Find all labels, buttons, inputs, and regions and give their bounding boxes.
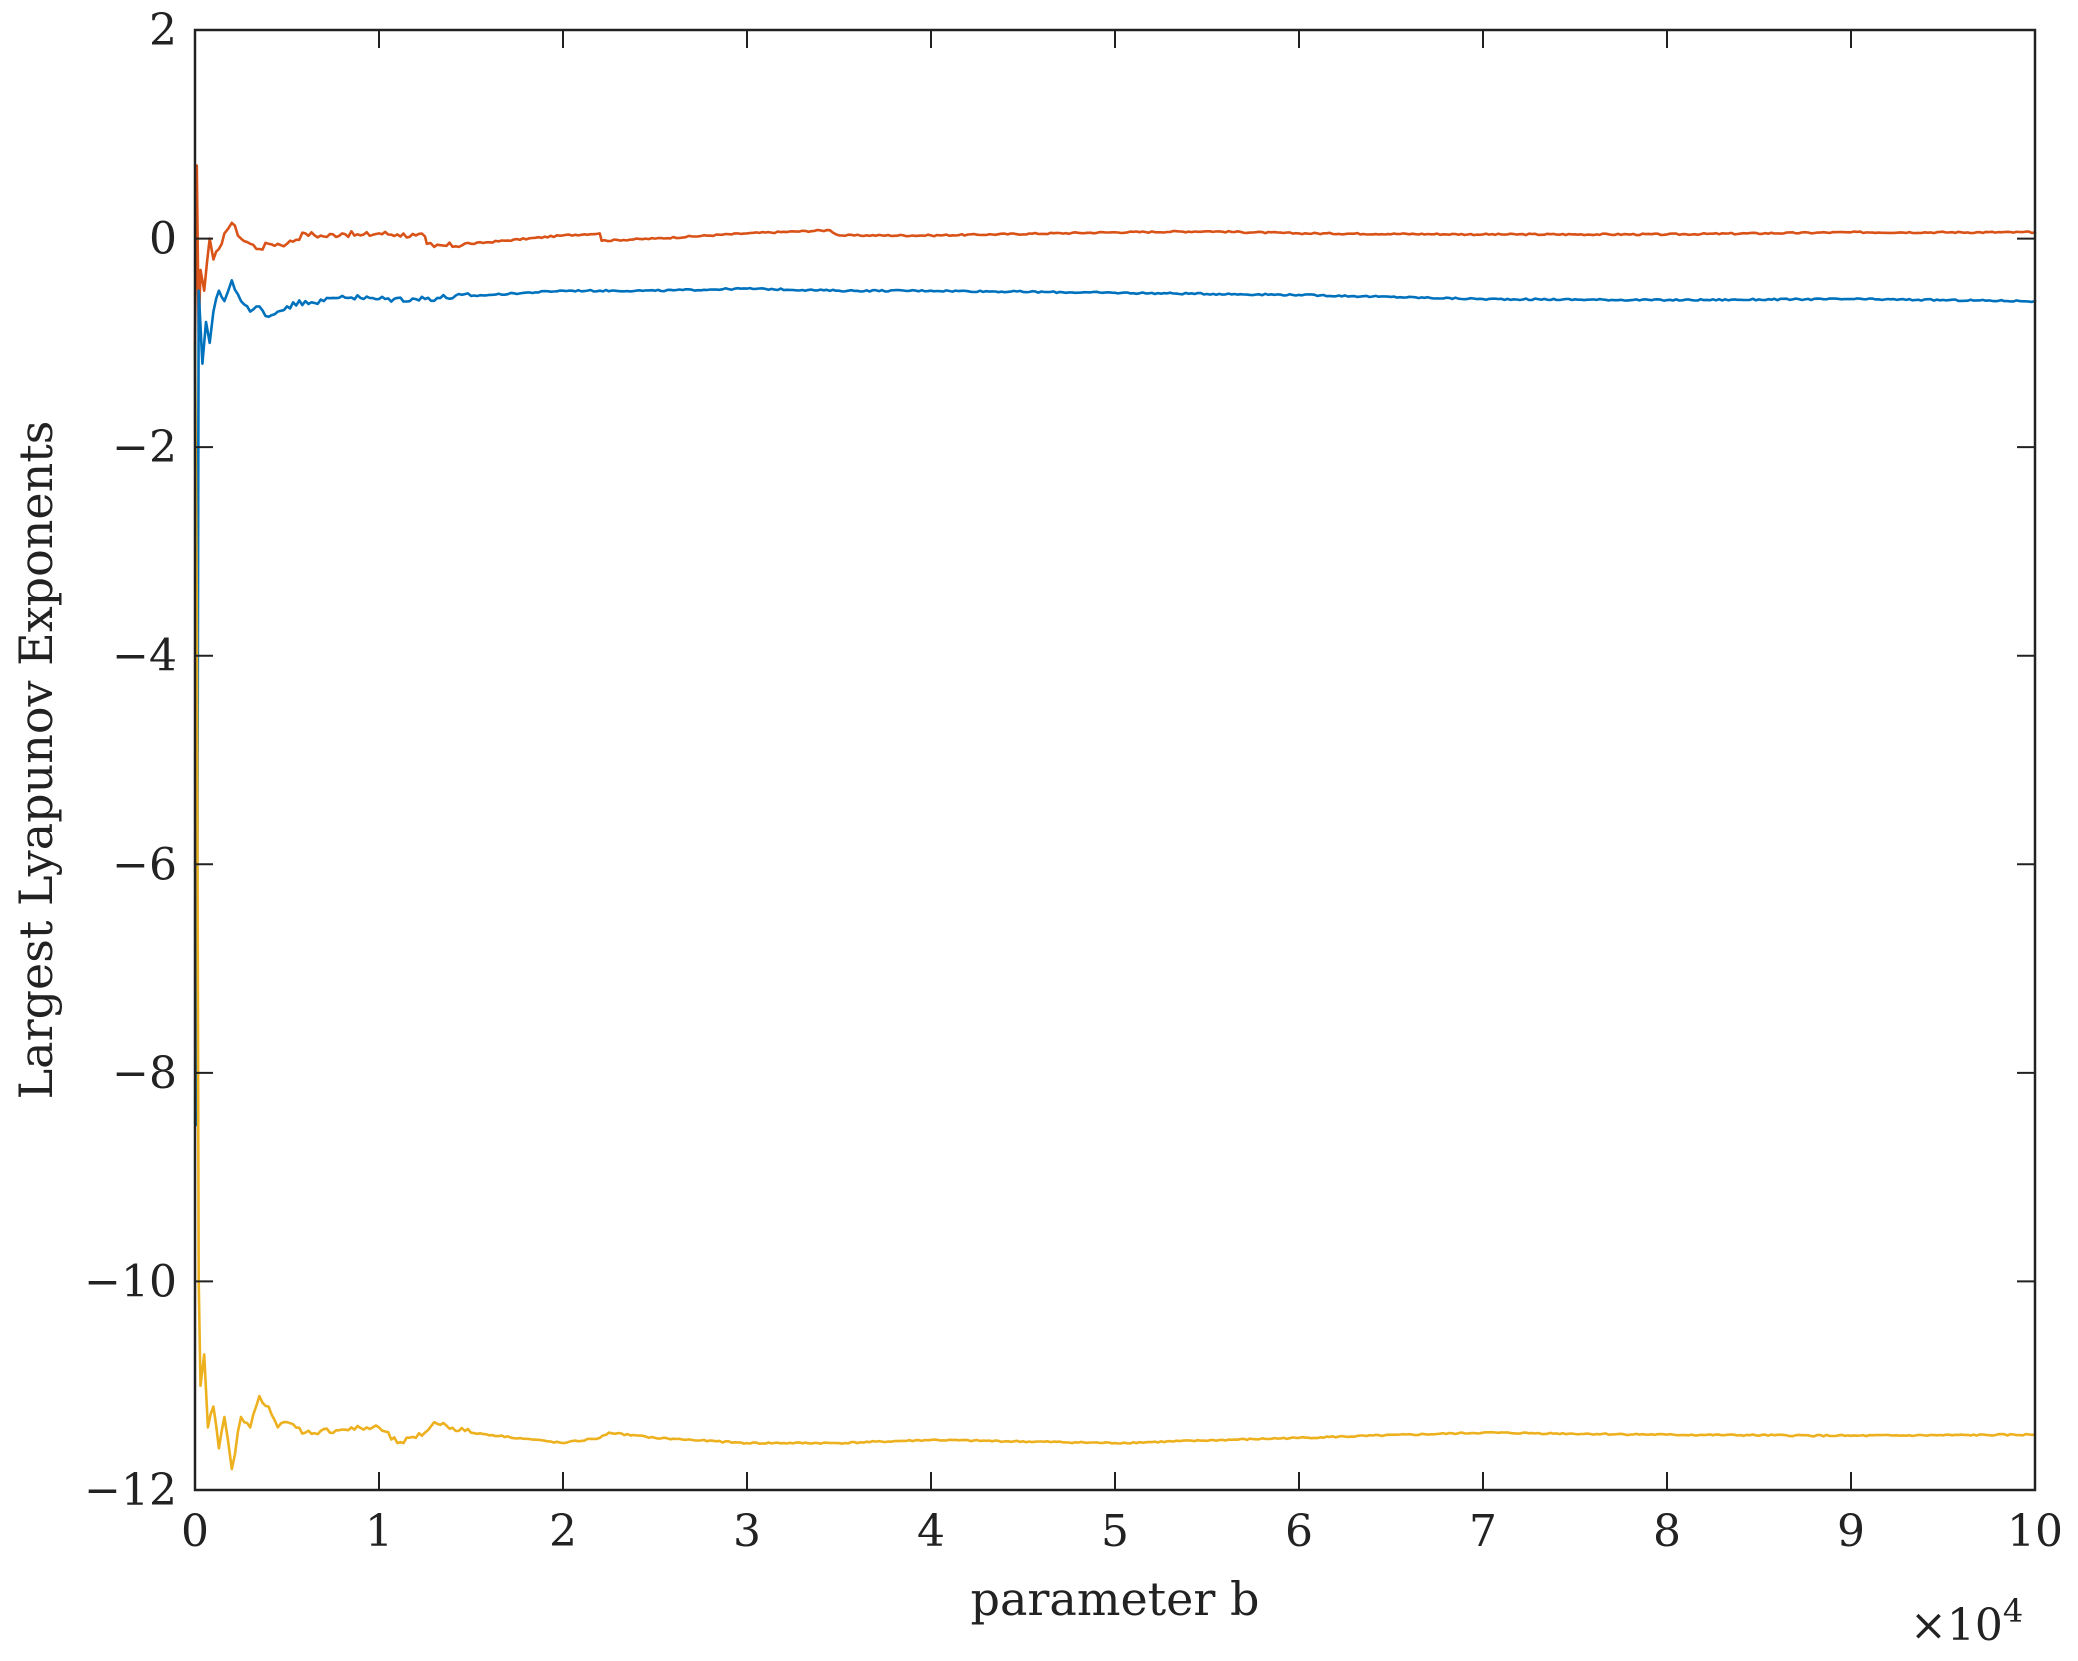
x-tick-label-1: 1 [365, 1506, 393, 1557]
x-multiplier-exponent: 4 [2003, 1592, 2023, 1630]
x-tick-label-5: 5 [1101, 1506, 1129, 1557]
series-layer [193, 164, 2037, 1471]
x-tick-label-7: 7 [1469, 1506, 1497, 1557]
series-line-3 [193, 341, 2037, 1471]
x-tick-label-4: 4 [917, 1506, 945, 1557]
tick-layer: 0 1 2 3 4 5 6 7 8 9 10 2 0 −2 −4 −6 −8 −10 −12 [84, 5, 2063, 1557]
series-line-2 [193, 279, 2037, 1127]
y-tick-label-7: −12 [84, 1465, 177, 1516]
x-tick-label-3: 3 [733, 1506, 761, 1557]
x-tick-label-2: 2 [549, 1506, 577, 1557]
y-tick-label-0: 2 [149, 5, 177, 56]
x-tick-label-0: 0 [181, 1506, 209, 1557]
y-tick-label-5: −8 [112, 1048, 177, 1099]
x-tick-label-9: 9 [1837, 1506, 1865, 1557]
x-axis-multiplier: ×104 [1910, 1592, 2023, 1651]
y-tick-label-6: −10 [84, 1256, 177, 1307]
x-tick-label-6: 6 [1285, 1506, 1313, 1557]
y-axis-title: Largest Lyapunov Exponents [9, 421, 63, 1100]
y-tick-label-4: −6 [112, 839, 177, 890]
series-line-1 [193, 164, 2037, 345]
y-tick-label-2: −2 [112, 422, 177, 473]
x-axis-title: parameter b [971, 1572, 1260, 1626]
x-multiplier-base: ×10 [1910, 1600, 2003, 1651]
plot-frame [193, 28, 2037, 1492]
y-tick-label-3: −4 [112, 631, 177, 682]
y-tick-label-1: 0 [149, 214, 177, 265]
x-tick-label-10: 10 [2007, 1506, 2063, 1557]
x-tick-label-8: 8 [1653, 1506, 1681, 1557]
